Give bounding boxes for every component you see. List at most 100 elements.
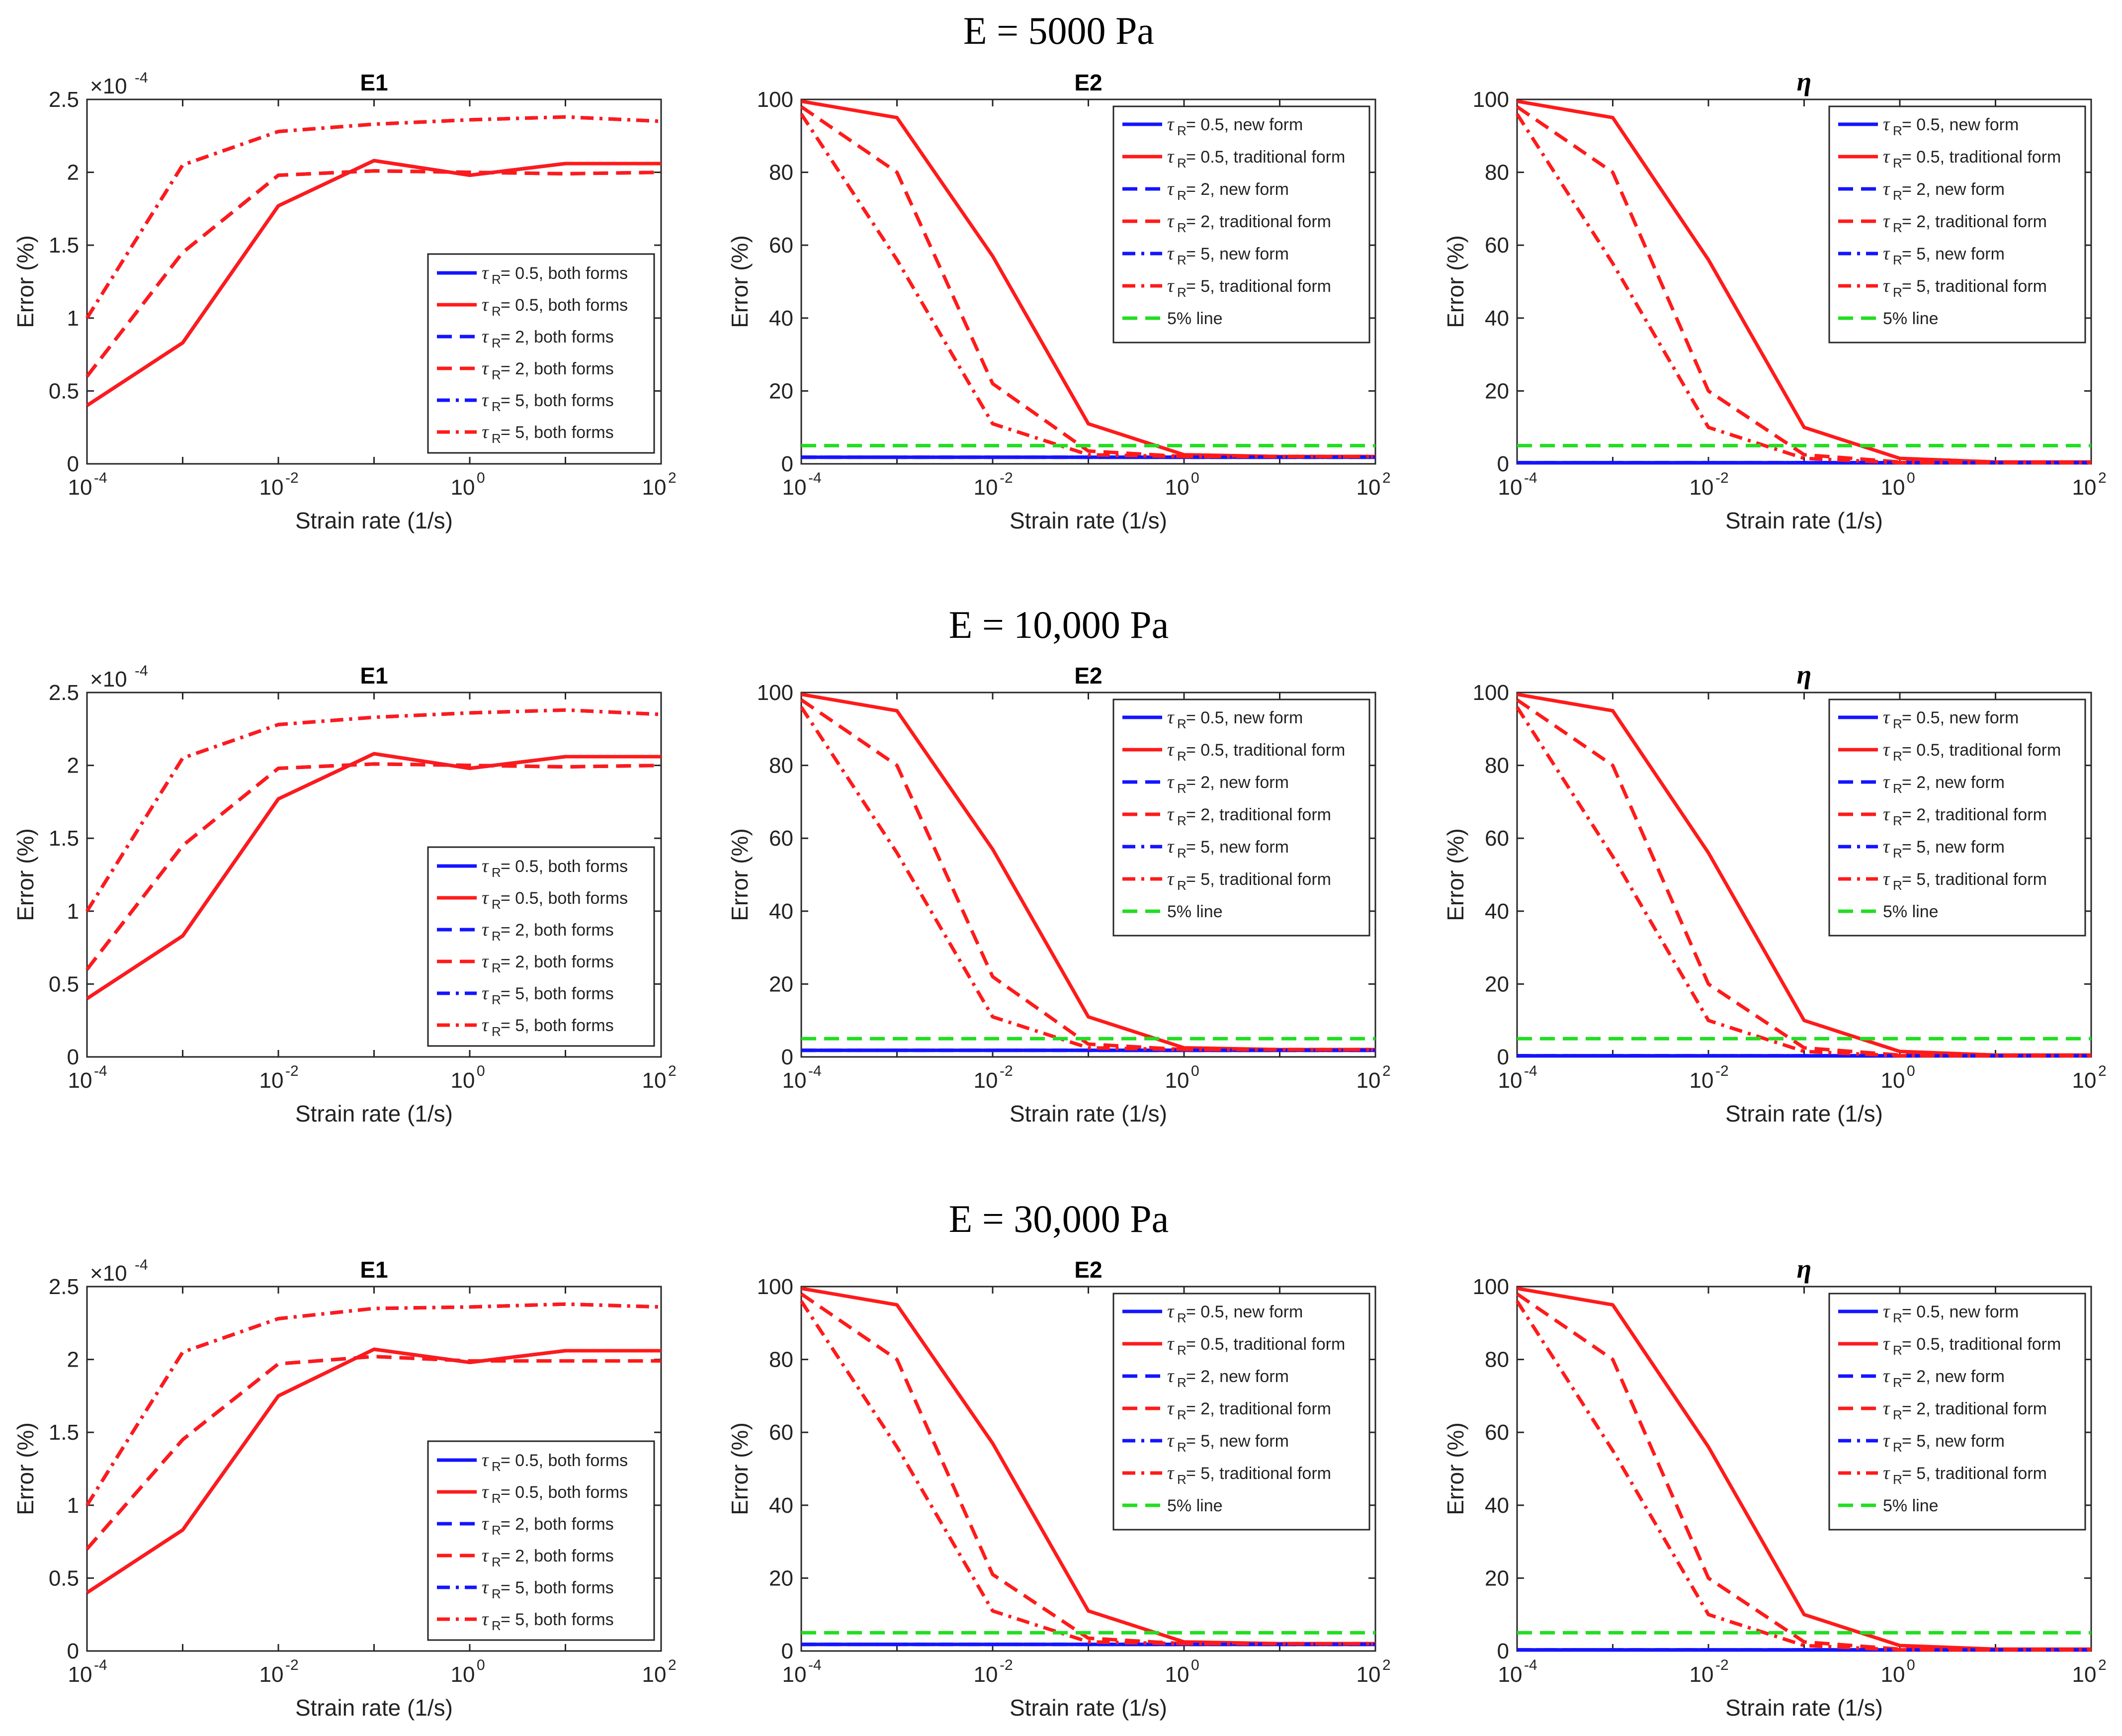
legend-tau: τ — [1167, 114, 1175, 135]
legend-subscript: R — [1893, 285, 1902, 300]
legend-tau: τ — [1883, 211, 1890, 232]
x-tick-label-exponent: -2 — [1715, 1063, 1729, 1079]
y-tick-label: 60 — [1485, 1420, 1509, 1445]
legend-label: = 0.5, both forms — [501, 296, 628, 315]
y-tick-label: 0.5 — [49, 972, 79, 996]
x-tick-label-exponent: -4 — [808, 1063, 822, 1079]
legend-box — [1828, 105, 2086, 344]
y-tick-label: 20 — [769, 379, 793, 403]
legend-subscript: R — [1177, 156, 1187, 171]
y-tick-label: 2 — [67, 1348, 79, 1372]
legend-box — [1828, 1293, 2086, 1531]
legend-subscript: R — [1893, 1472, 1902, 1487]
legend-subscript: R — [1177, 1472, 1187, 1487]
x-tick-label-base: 10 — [451, 475, 475, 500]
legend-label: = 0.5, both forms — [501, 889, 628, 908]
y-tick-label: 100 — [1473, 1275, 1509, 1299]
legend-subscript: R — [1893, 781, 1902, 796]
y-tick-label: 1.5 — [49, 1420, 79, 1445]
series-line-red-solid-1 — [86, 752, 661, 1000]
legend-label: = 5, new form — [1186, 245, 1289, 263]
legend-label: = 0.5, traditional form — [1902, 1335, 2061, 1354]
legend-label: = 5, both forms — [501, 391, 614, 410]
legend-tau: τ — [1883, 739, 1890, 760]
legend-subscript: R — [492, 929, 501, 944]
series-line-red-dashed-3 — [1516, 1292, 2091, 1652]
legend-tau: τ — [482, 856, 489, 876]
x-tick-label-exponent: 2 — [2098, 1063, 2107, 1079]
legend-box — [427, 253, 655, 454]
legend-label: = 5, both forms — [501, 1016, 614, 1035]
x-tick-label-exponent: 0 — [1191, 470, 1199, 486]
y-axis-label: Error (%) — [12, 828, 38, 921]
series-line-red-dashed-3 — [85, 169, 662, 378]
x-tick-label-base: 10 — [1498, 1662, 1523, 1687]
legend-label: = 0.5, traditional form — [1902, 741, 2061, 760]
x-tick-label-base: 10 — [1357, 1662, 1381, 1687]
legend-tau: τ — [1883, 114, 1890, 135]
legend-tau: τ — [1167, 1333, 1175, 1354]
plot-title: E1 — [360, 70, 388, 95]
x-tick-label-base: 10 — [1881, 475, 1905, 500]
plot-title: E2 — [1074, 1257, 1102, 1283]
y-tick-label: 0 — [781, 452, 793, 476]
x-axis-label: Strain rate (1/s) — [1725, 1101, 1883, 1127]
legend-label: = 0.5, traditional form — [1186, 148, 1345, 167]
legend-subscript: R — [492, 1459, 501, 1474]
legend-tau: τ — [482, 1577, 489, 1598]
y-tick-label: 80 — [769, 754, 793, 778]
x-tick-label-exponent: -4 — [1524, 1657, 1537, 1673]
legend-subscript: R — [1893, 156, 1902, 171]
y-tick-label: 2.5 — [49, 681, 79, 705]
x-tick-label-exponent: 2 — [2098, 1657, 2107, 1673]
legend-subscript: R — [492, 431, 501, 446]
y-tick-label: 0 — [1497, 1639, 1509, 1663]
y-tick-label: 0 — [67, 1045, 79, 1069]
legend-tau: τ — [1167, 211, 1175, 232]
x-tick-label-exponent: -4 — [94, 470, 107, 486]
y-tick-label: 0 — [781, 1045, 793, 1069]
legend-tau: τ — [482, 919, 489, 940]
series-line-red-dashdot-5 — [800, 1300, 1375, 1646]
x-tick-label-exponent: 2 — [1382, 1063, 1391, 1079]
legend-subscript: R — [1893, 1310, 1902, 1325]
legend-subscript: R — [1893, 220, 1902, 235]
x-tick-label-exponent: 2 — [1382, 470, 1391, 486]
y-tick-label: 40 — [769, 306, 793, 331]
x-tick-label-base: 10 — [1357, 475, 1381, 500]
y-tick-label: 20 — [1485, 1566, 1509, 1590]
legend-subscript: R — [1177, 188, 1187, 203]
legend-label: = 2, both forms — [501, 328, 614, 347]
series-line-red-solid-1 — [86, 1347, 661, 1594]
y-tick-label: 1.5 — [49, 233, 79, 258]
y-tick-label: 0.5 — [49, 1566, 79, 1590]
legend-tau: τ — [1167, 146, 1175, 167]
row-title-e5000: E = 5000 Pa — [963, 9, 1154, 52]
legend-tau: τ — [1883, 1301, 1890, 1322]
series-line-red-dashdot-5 — [800, 706, 1375, 1051]
series-line-red-dashdot-5 — [1516, 113, 2091, 465]
y-tick-label: 80 — [1485, 1348, 1509, 1372]
x-tick-label-exponent: 0 — [1191, 1657, 1199, 1673]
legend-subscript: R — [1177, 253, 1187, 267]
legend-tau: τ — [1883, 707, 1890, 728]
legend-label: = 5, both forms — [501, 1610, 614, 1629]
series-line-red-dashed-3 — [800, 698, 1375, 1051]
series-line-red-dashed-3 — [1516, 105, 2091, 465]
y-tick-label: 0 — [1497, 1045, 1509, 1069]
x-tick-label-exponent: -2 — [1715, 1657, 1729, 1673]
legend-label: = 0.5, both forms — [501, 1483, 628, 1502]
y-tick-label: 60 — [769, 826, 793, 851]
series-line-red-solid-1 — [86, 159, 661, 407]
legend-tau: τ — [1167, 1398, 1175, 1419]
y-tick-label: 100 — [1473, 87, 1509, 112]
x-axis-label: Strain rate (1/s) — [295, 508, 453, 533]
legend-tau: τ — [1167, 868, 1175, 889]
y-tick-label: 0 — [1497, 452, 1509, 476]
x-tick-label-exponent: 2 — [2098, 470, 2107, 486]
x-axis-label: Strain rate (1/s) — [1725, 1695, 1883, 1721]
